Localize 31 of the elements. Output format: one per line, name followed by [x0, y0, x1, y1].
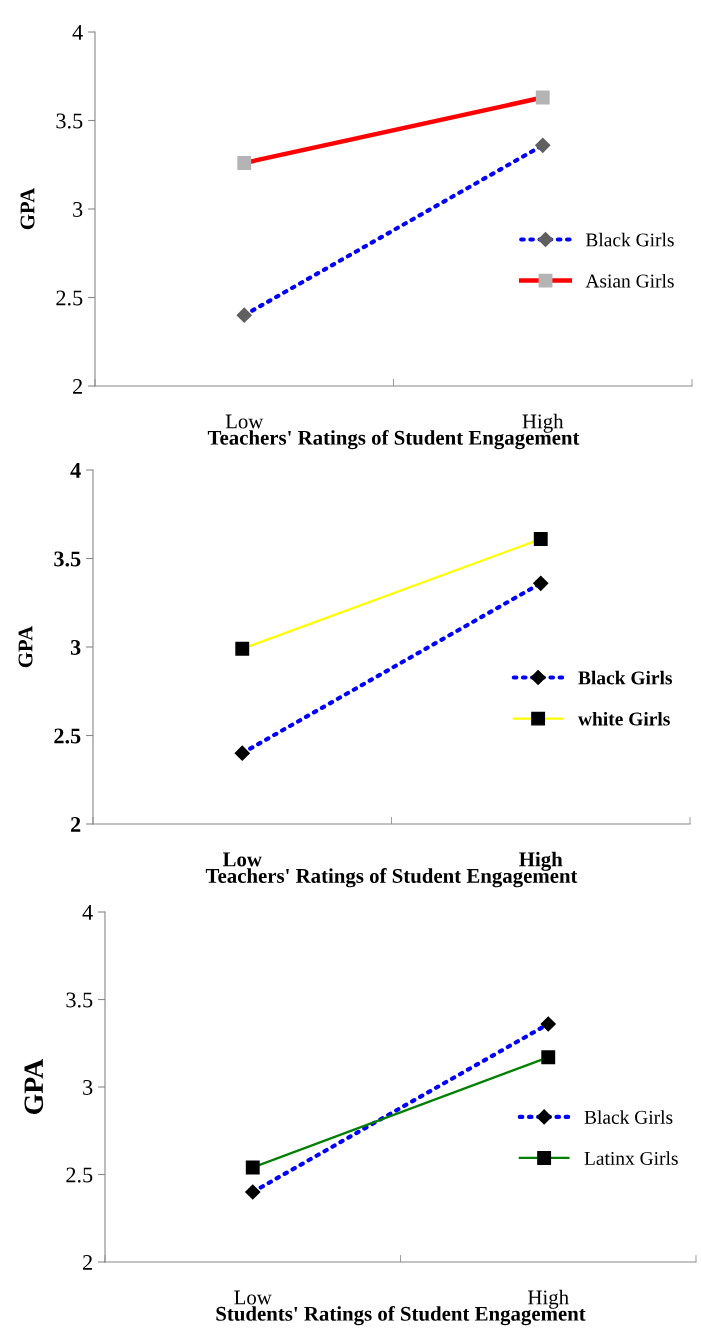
- x-axis-title: Teachers' Ratings of Student Engagement: [205, 868, 578, 888]
- y-tick-label: 2.5: [66, 1167, 93, 1183]
- legend-label: Asian Girls: [585, 273, 674, 288]
- y-axis-title: GPA: [20, 187, 35, 230]
- legend-label: Latinx Girls: [584, 1151, 678, 1165]
- x-tick-label: High: [519, 851, 563, 871]
- y-tick-label: 2.5: [54, 728, 81, 744]
- y-tick-label: 2: [83, 1254, 92, 1270]
- y-tick-label: 3.5: [54, 551, 81, 567]
- legend-label: white Girls: [578, 711, 670, 726]
- y-tick-label: 3: [73, 201, 83, 217]
- x-tick-label: High: [522, 413, 564, 433]
- x-tick-label: Low: [222, 852, 262, 867]
- legend-label: Black Girls: [578, 670, 673, 685]
- y-axis-title: GPA: [18, 625, 33, 668]
- y-tick-label: 2: [73, 378, 82, 394]
- y-tick-label: 3: [83, 1079, 93, 1095]
- y-tick-label: 2.5: [56, 290, 83, 306]
- legend-label: Black Girls: [584, 1110, 673, 1124]
- y-axis-title: GPA: [24, 1058, 44, 1114]
- y-tick-label: 4: [72, 25, 83, 40]
- y-tick-label: 4: [70, 463, 81, 478]
- y-tick-label: 4: [82, 905, 93, 920]
- x-tick-label: Low: [234, 1290, 272, 1305]
- legend-label: Black Girls: [585, 232, 674, 247]
- x-tick-label: Low: [225, 414, 264, 429]
- y-tick-label: 3.5: [66, 992, 93, 1008]
- y-tick-label: 3: [70, 639, 81, 655]
- x-tick-label: High: [528, 1289, 569, 1309]
- y-tick-label: 3.5: [56, 113, 83, 129]
- y-tick-label: 2: [71, 816, 81, 832]
